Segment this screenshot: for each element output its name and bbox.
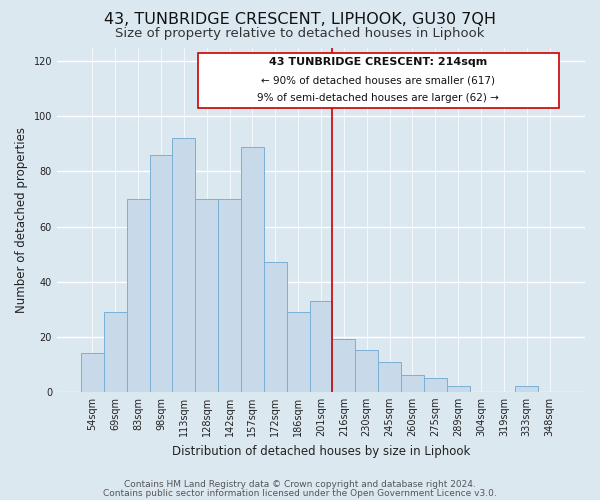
Y-axis label: Number of detached properties: Number of detached properties: [15, 126, 28, 312]
Bar: [446, 386, 470, 392]
Bar: [332, 340, 355, 392]
Text: Size of property relative to detached houses in Liphook: Size of property relative to detached ho…: [115, 28, 485, 40]
Bar: [104, 312, 127, 392]
Bar: [355, 350, 378, 392]
Bar: [287, 312, 310, 392]
Text: 43 TUNBRIDGE CRESCENT: 214sqm: 43 TUNBRIDGE CRESCENT: 214sqm: [269, 57, 487, 67]
Bar: [218, 199, 241, 392]
Text: 43, TUNBRIDGE CRESCENT, LIPHOOK, GU30 7QH: 43, TUNBRIDGE CRESCENT, LIPHOOK, GU30 7Q…: [104, 12, 496, 28]
Bar: [127, 199, 149, 392]
Bar: [195, 199, 218, 392]
Bar: [515, 386, 538, 392]
Bar: [378, 362, 401, 392]
Text: 9% of semi-detached houses are larger (62) →: 9% of semi-detached houses are larger (6…: [257, 93, 499, 103]
FancyBboxPatch shape: [197, 53, 559, 108]
Bar: [149, 155, 172, 392]
Text: Contains HM Land Registry data © Crown copyright and database right 2024.: Contains HM Land Registry data © Crown c…: [124, 480, 476, 489]
Bar: [264, 262, 287, 392]
Bar: [401, 376, 424, 392]
Bar: [424, 378, 446, 392]
Bar: [241, 146, 264, 392]
Bar: [81, 353, 104, 392]
Text: ← 90% of detached houses are smaller (617): ← 90% of detached houses are smaller (61…: [261, 75, 495, 85]
Text: Contains public sector information licensed under the Open Government Licence v3: Contains public sector information licen…: [103, 488, 497, 498]
X-axis label: Distribution of detached houses by size in Liphook: Distribution of detached houses by size …: [172, 444, 470, 458]
Bar: [172, 138, 195, 392]
Bar: [310, 301, 332, 392]
